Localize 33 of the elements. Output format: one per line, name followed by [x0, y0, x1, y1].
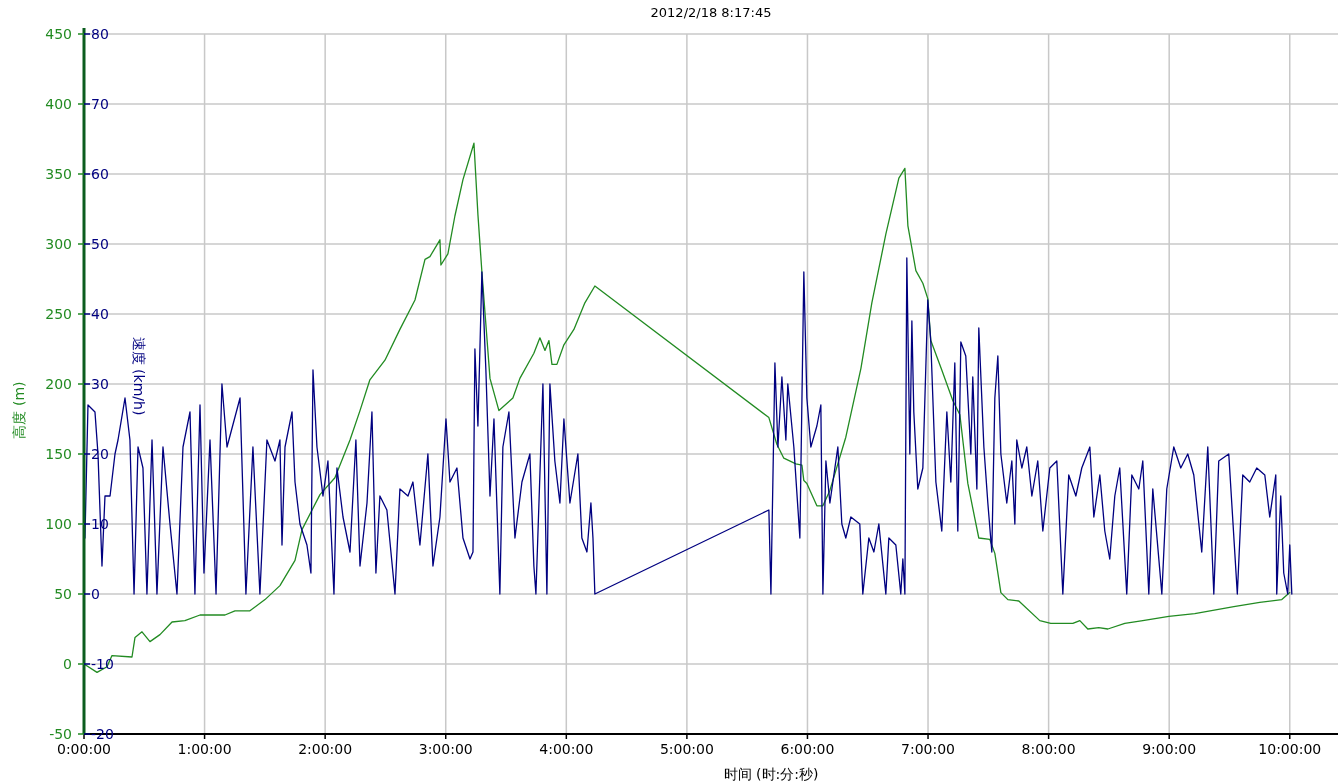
- x-tick-label: 7:00:00: [901, 741, 956, 757]
- y-tick-label: 0: [63, 656, 72, 672]
- y2-tick-label: 70: [91, 96, 109, 112]
- x-tick-label: 1:00:00: [177, 741, 232, 757]
- x-tick-label: 9:00:00: [1142, 741, 1197, 757]
- x-tick-label: 6:00:00: [780, 741, 835, 757]
- y-tick-label: 450: [45, 26, 72, 42]
- x-tick-label: 3:00:00: [418, 741, 473, 757]
- y-tick-label: 350: [45, 166, 72, 182]
- x-tick-label: 4:00:00: [539, 741, 594, 757]
- y2-tick-label: 30: [91, 376, 109, 392]
- y-axis-title: 高度 (m): [11, 381, 27, 439]
- y2-tick-label: 60: [91, 166, 109, 182]
- x-tick-label: 2:00:00: [298, 741, 353, 757]
- x-tick-label: 0:00:00: [57, 741, 111, 757]
- y2-tick-label: 50: [91, 236, 109, 252]
- y-tick-label: 250: [45, 306, 72, 322]
- y-tick-label: -50: [49, 726, 72, 742]
- y2-tick-label: 0: [91, 586, 100, 602]
- y2-tick-label: 80: [91, 26, 109, 42]
- x-tick-label: 5:00:00: [659, 741, 714, 757]
- y-tick-label: 300: [45, 236, 72, 252]
- y-tick-label: 100: [45, 516, 72, 532]
- y-tick-label: 50: [54, 586, 72, 602]
- y-tick-label: 150: [45, 446, 72, 462]
- y2-axis-title: 速度 (km/h): [131, 336, 147, 416]
- x-tick-label: 10:00:00: [1258, 741, 1322, 757]
- x-tick-label: 8:00:00: [1021, 741, 1076, 757]
- y2-tick-label: 40: [91, 306, 109, 322]
- y-tick-label: 400: [45, 96, 72, 112]
- chart-title: 2012/2/18 8:17:45: [650, 5, 772, 20]
- y-tick-label: 200: [45, 376, 72, 392]
- x-axis-title: 时间 (时:分:秒): [723, 766, 819, 782]
